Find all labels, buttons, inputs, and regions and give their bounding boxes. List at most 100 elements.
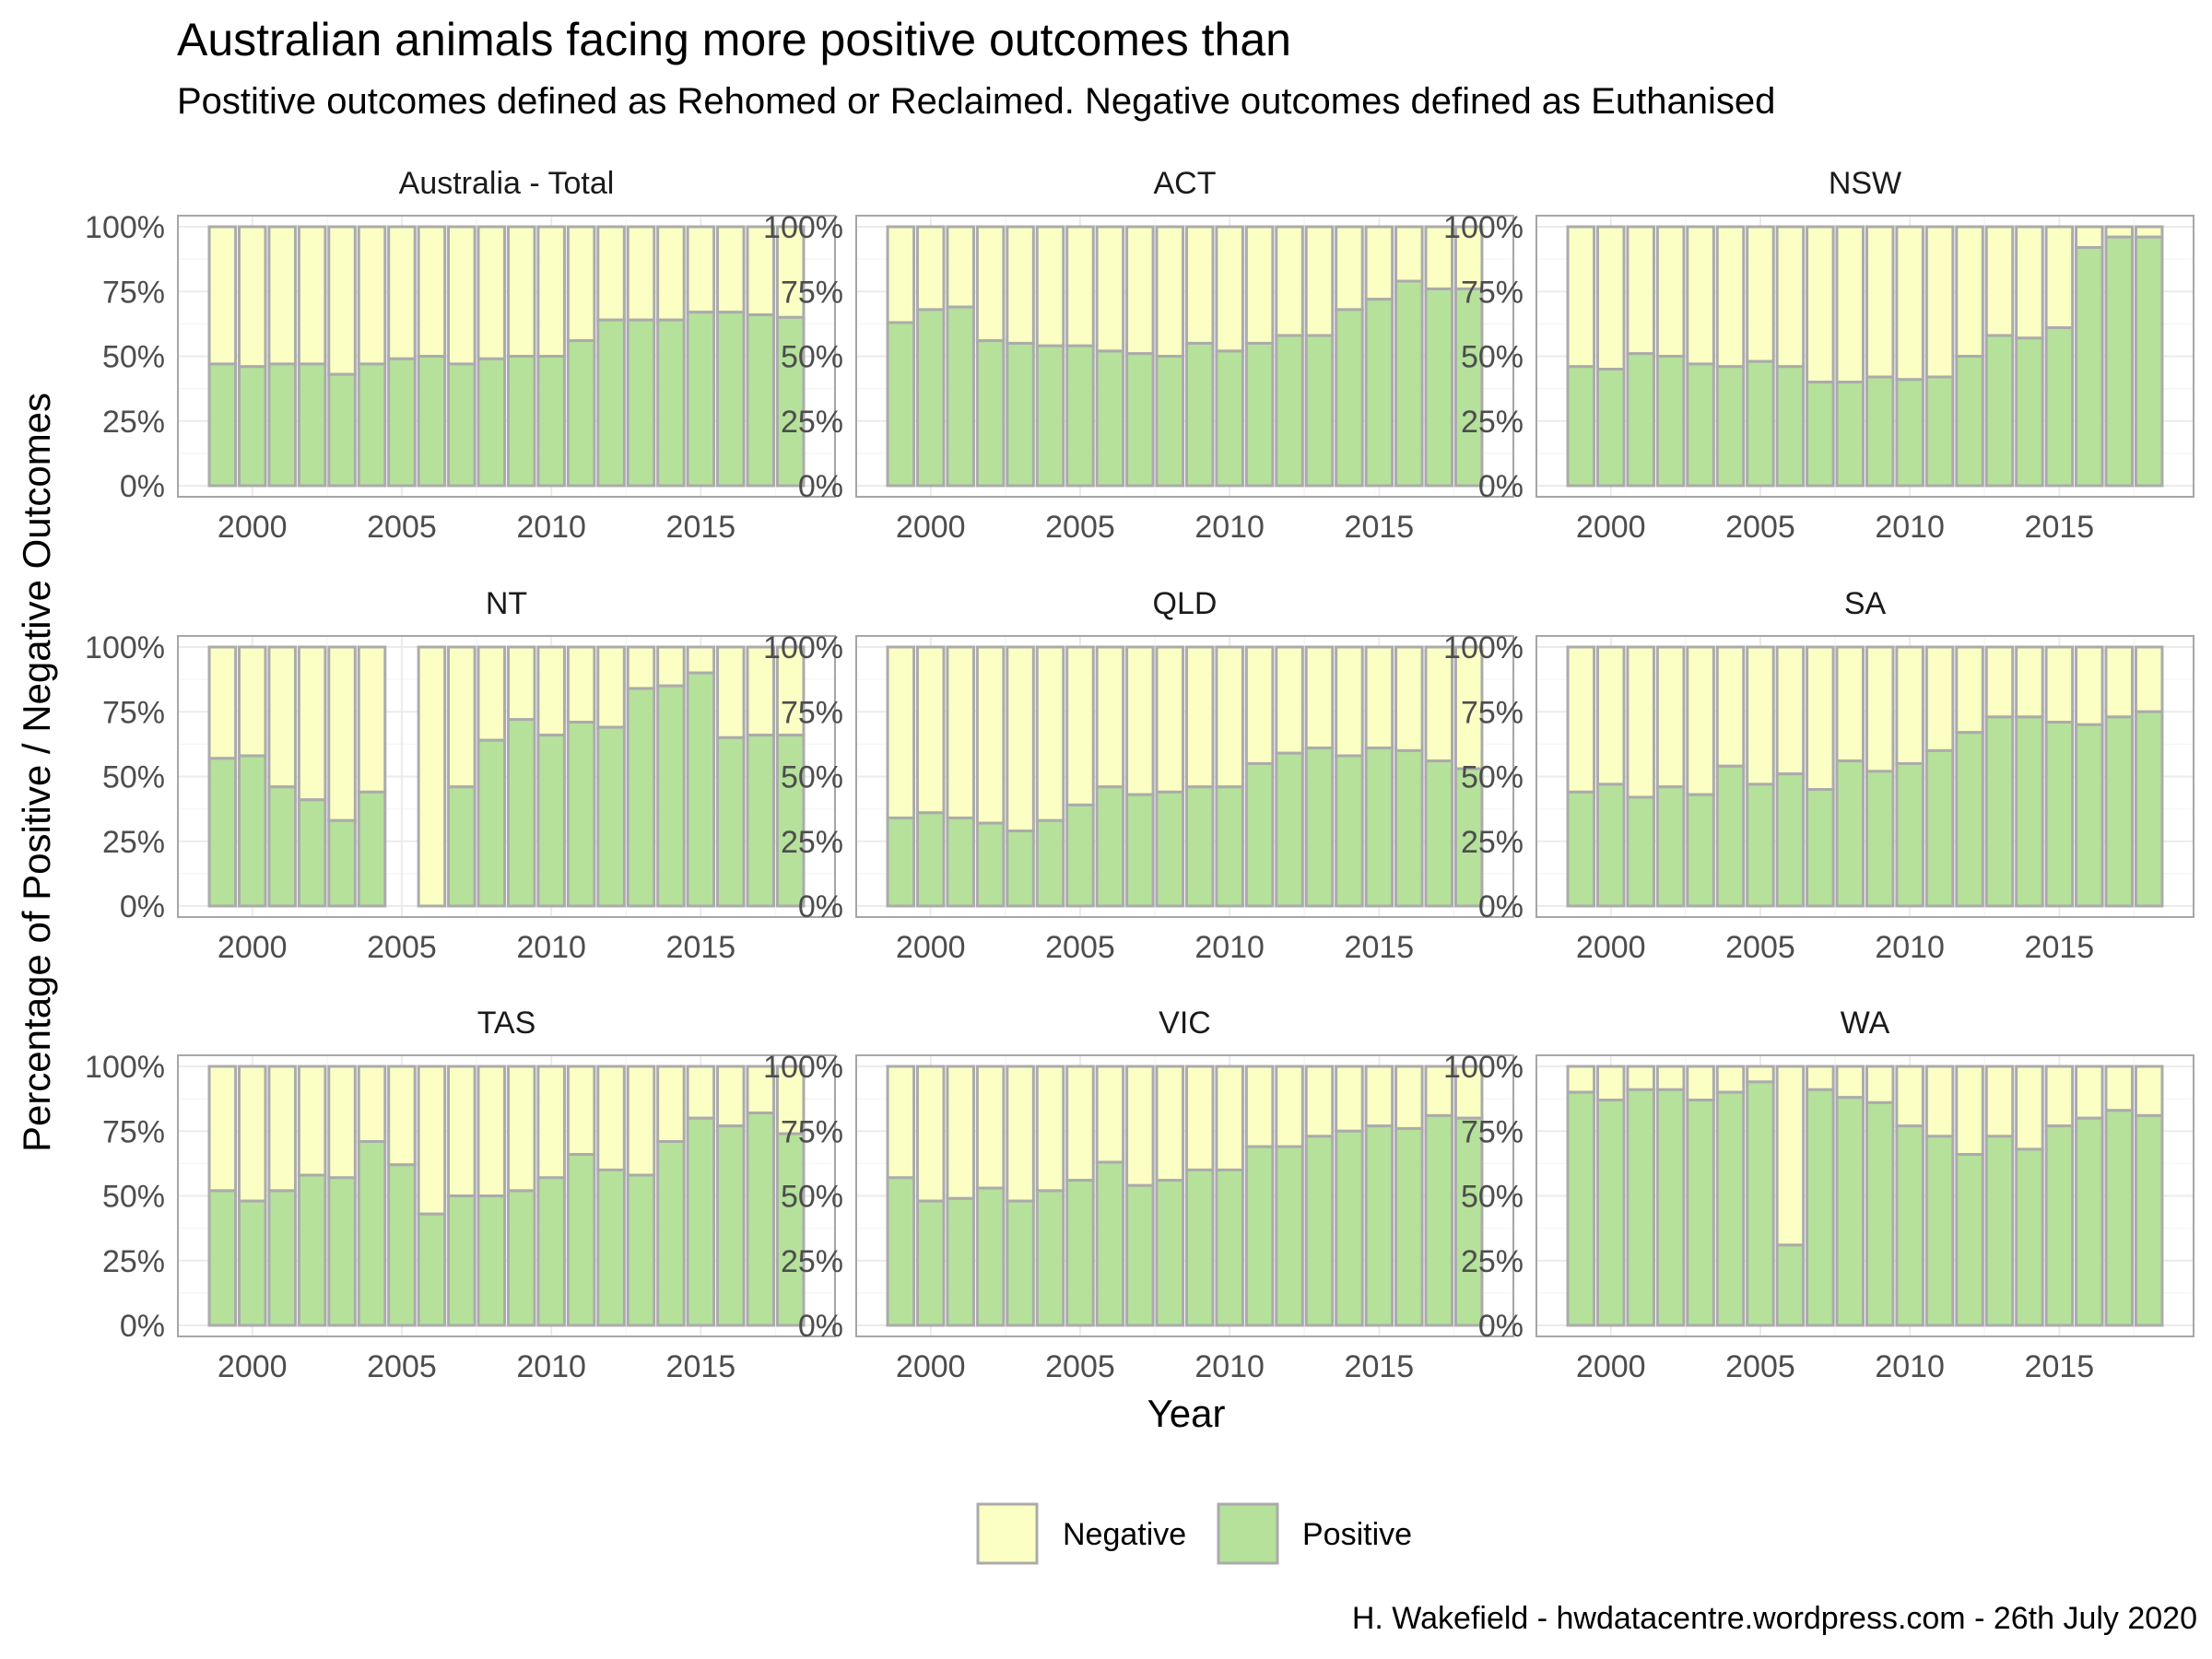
- bar-positive: [1335, 754, 1364, 908]
- bar-negative: [1835, 1065, 1865, 1100]
- bar-positive: [1095, 1160, 1125, 1327]
- y-tick-label: 25%: [1461, 1244, 1524, 1279]
- bar-positive: [2044, 1124, 2075, 1327]
- bar-negative: [387, 1065, 417, 1167]
- bar-negative: [207, 225, 238, 366]
- bar-positive: [946, 1196, 975, 1327]
- panel-border: [1535, 215, 2194, 498]
- bar-positive: [327, 1176, 357, 1327]
- bar-negative: [1746, 645, 1775, 786]
- y-tick-label: 50%: [102, 760, 165, 795]
- facet-title: WA: [1841, 1006, 1890, 1041]
- bar-negative: [1006, 225, 1035, 345]
- bar-positive: [886, 816, 916, 908]
- bar-positive: [1955, 355, 1984, 488]
- bar-negative: [327, 225, 357, 376]
- x-tick-label: 2015: [666, 510, 736, 545]
- bar-negative: [417, 1065, 447, 1216]
- bar-negative: [1335, 645, 1364, 758]
- y-tick-label: 100%: [1443, 210, 1524, 245]
- bar-negative: [297, 1065, 327, 1177]
- x-tick-label: 2010: [1194, 510, 1265, 545]
- bar-positive: [775, 734, 806, 908]
- y-tick-label: 100%: [85, 210, 165, 245]
- bar-negative: [1244, 1065, 1275, 1148]
- bar-negative: [1566, 645, 1596, 794]
- bar-negative: [1125, 225, 1155, 356]
- bar-positive: [1626, 1088, 1655, 1327]
- bar-negative: [2075, 225, 2104, 249]
- bar-positive: [2134, 235, 2164, 488]
- bar-positive: [1394, 748, 1424, 908]
- bar-positive: [1125, 1183, 1155, 1327]
- bar-negative: [357, 225, 387, 366]
- x-tick-label: 2005: [1725, 930, 1795, 965]
- bar-negative: [417, 225, 447, 358]
- bar-negative: [975, 645, 1006, 825]
- x-tick-label: 2000: [218, 930, 288, 965]
- bar-negative: [716, 645, 746, 739]
- bar-negative: [2104, 645, 2135, 719]
- bar-positive: [387, 1163, 417, 1327]
- bar-negative: [1835, 645, 1865, 763]
- bar-negative: [886, 645, 916, 819]
- bar-negative: [417, 645, 447, 908]
- x-tick-label: 2000: [218, 510, 288, 545]
- bar-negative: [656, 225, 686, 322]
- bar-positive: [775, 1132, 806, 1327]
- bar-negative: [1304, 225, 1335, 337]
- x-tick-label: 2005: [1045, 510, 1115, 545]
- bar-negative: [1865, 1065, 1895, 1104]
- y-tick-label: 100%: [85, 630, 165, 665]
- y-tick-label: 25%: [102, 825, 165, 860]
- facet-title: QLD: [1153, 586, 1218, 621]
- y-tick-label: 0%: [120, 469, 165, 504]
- bar-positive: [975, 1186, 1006, 1327]
- y-tick-label: 75%: [102, 275, 165, 310]
- bar-positive: [1655, 1088, 1686, 1327]
- x-tick-label: 2005: [367, 510, 437, 545]
- x-tick-label: 2005: [1045, 930, 1115, 965]
- bar-negative: [2044, 1065, 2075, 1128]
- bar-negative: [686, 225, 716, 314]
- bar-positive: [237, 365, 267, 488]
- bar-positive: [1244, 341, 1275, 488]
- bar-negative: [975, 225, 1006, 343]
- x-tick-label: 2010: [516, 1349, 586, 1384]
- bar-negative: [1984, 645, 2015, 719]
- bar-positive: [716, 311, 746, 488]
- x-tick-label: 2010: [516, 510, 586, 545]
- bar-positive: [1775, 1243, 1806, 1327]
- bar-positive: [1806, 1088, 1835, 1327]
- bar-negative: [975, 1065, 1006, 1190]
- bar-positive: [1304, 1135, 1335, 1327]
- bar-negative: [1095, 645, 1125, 789]
- bar-negative: [1984, 1065, 2015, 1138]
- bar-negative: [716, 1065, 746, 1128]
- bar-positive: [946, 816, 975, 908]
- bar-positive: [1035, 818, 1065, 908]
- bar-negative: [1595, 1065, 1626, 1102]
- bar-negative: [1364, 225, 1394, 301]
- legend-key-positive: [1217, 1502, 1279, 1565]
- bar-positive: [1304, 747, 1335, 908]
- bar-positive: [746, 1112, 776, 1327]
- y-tick-label: 50%: [781, 760, 843, 795]
- bar-negative: [1686, 645, 1715, 796]
- x-tick-label: 2005: [1045, 1349, 1115, 1384]
- bar-negative: [946, 645, 975, 819]
- x-tick-label: 2010: [1194, 930, 1265, 965]
- bar-negative: [1215, 1065, 1244, 1171]
- bar-negative: [1626, 225, 1655, 356]
- bar-negative: [1895, 1065, 1924, 1128]
- bar-positive: [1125, 352, 1155, 488]
- bar-negative: [946, 1065, 975, 1200]
- y-tick-label: 25%: [781, 405, 843, 440]
- y-tick-label: 75%: [1461, 695, 1524, 730]
- y-tick-label: 0%: [798, 1309, 843, 1344]
- bar-positive: [746, 313, 776, 488]
- facet-title: SA: [1844, 586, 1887, 621]
- bar-negative: [746, 225, 776, 317]
- bar-negative: [2015, 1065, 2044, 1151]
- y-tick-label: 25%: [781, 1244, 843, 1279]
